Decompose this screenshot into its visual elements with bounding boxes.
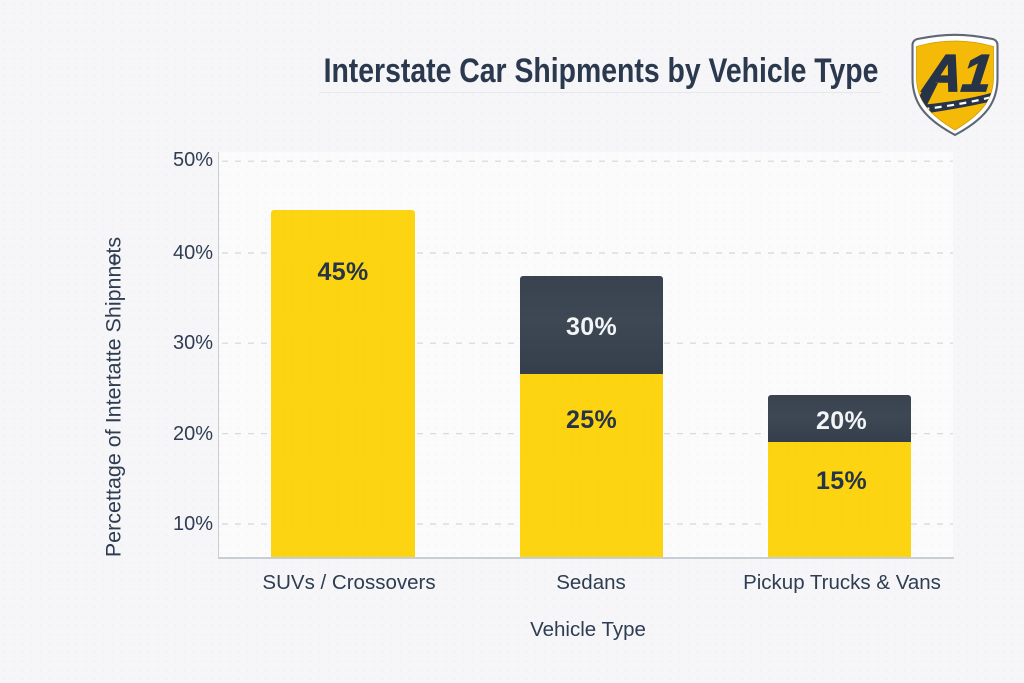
svg-text:A1: A1 [919,45,995,103]
